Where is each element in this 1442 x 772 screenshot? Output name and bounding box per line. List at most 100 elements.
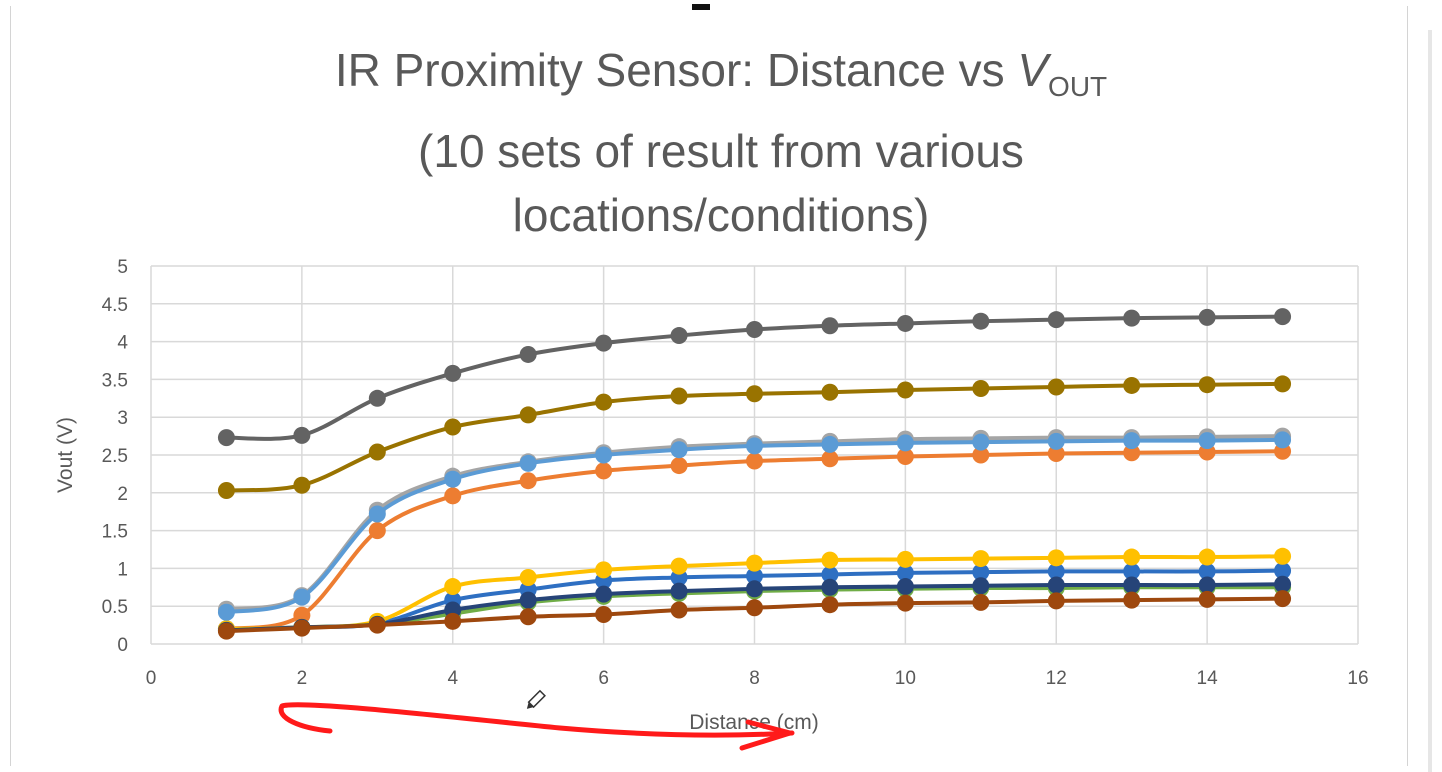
y-tick-label: 3 <box>117 408 128 429</box>
data-point <box>1274 431 1292 449</box>
data-point <box>972 593 990 611</box>
data-point <box>519 568 537 586</box>
data-point <box>670 441 688 459</box>
x-tick-label: 0 <box>146 668 157 689</box>
data-point <box>293 426 311 444</box>
data-point <box>217 603 235 621</box>
x-tick-label: 10 <box>895 668 916 689</box>
data-point <box>1274 308 1292 326</box>
data-point <box>972 312 990 330</box>
y-tick-label: 4.5 <box>102 295 128 316</box>
data-point <box>1274 375 1292 393</box>
data-point <box>896 434 914 452</box>
x-tick-label: 12 <box>1046 668 1067 689</box>
data-point <box>821 551 839 569</box>
annotation-arrowhead <box>739 719 793 751</box>
data-point <box>972 563 990 581</box>
data-point <box>368 616 386 634</box>
x-tick-label: 14 <box>1197 668 1219 689</box>
data-point <box>896 448 914 466</box>
data-point <box>746 385 763 403</box>
x-tick-label: 6 <box>598 668 609 689</box>
data-point <box>444 470 462 488</box>
data-point <box>217 482 235 500</box>
data-point <box>972 433 990 451</box>
x-tick-label: 2 <box>297 668 308 689</box>
data-point <box>1198 376 1216 394</box>
data-point <box>896 578 914 596</box>
pencil-cursor-icon <box>526 689 546 709</box>
data-point <box>1123 376 1141 394</box>
data-point <box>821 565 839 583</box>
data-point <box>821 596 839 614</box>
data-point <box>896 594 914 612</box>
data-point <box>972 577 990 595</box>
data-point <box>1198 590 1216 608</box>
data-point <box>821 435 839 453</box>
data-point <box>1047 592 1065 610</box>
y-tick-label: 0.5 <box>102 597 128 618</box>
data-point <box>1274 590 1292 608</box>
data-point <box>444 578 462 596</box>
data-point <box>821 317 839 335</box>
data-point <box>293 619 311 637</box>
data-point <box>1274 547 1292 565</box>
x-tick-label: 4 <box>447 668 458 689</box>
y-tick-label: 2.5 <box>102 446 128 467</box>
series-5 <box>217 431 1292 621</box>
data-point <box>1047 378 1065 396</box>
red-arrow-annotation <box>278 702 795 751</box>
data-point <box>896 314 914 332</box>
chart-title: IR Proximity Sensor: Distance vs VOUT (1… <box>0 38 1442 247</box>
data-point <box>1198 432 1216 450</box>
data-point <box>821 383 839 401</box>
data-point <box>595 393 613 411</box>
data-point <box>746 437 763 455</box>
data-point <box>293 588 311 606</box>
data-point <box>519 591 537 609</box>
data-point <box>896 381 914 399</box>
data-point <box>1047 311 1065 329</box>
chart-title-line-1: IR Proximity Sensor: Distance vs VOUT <box>0 38 1442 119</box>
data-point <box>368 443 386 461</box>
y-tick-label: 1 <box>117 559 128 580</box>
data-point <box>1047 576 1065 594</box>
data-point <box>1123 576 1141 594</box>
data-point <box>670 557 688 575</box>
data-point <box>821 450 839 468</box>
data-point <box>217 429 235 447</box>
data-point <box>972 550 990 568</box>
y-tick-label: 0 <box>117 635 128 656</box>
data-point <box>444 487 462 505</box>
data-point <box>1198 576 1216 594</box>
data-point <box>444 612 462 630</box>
chart-title-subscript: OUT <box>1048 71 1108 102</box>
data-point <box>746 599 763 617</box>
axes: 0 2 4 6 8 10 12 14 16 0 0.5 1 1.5 2 2.5 3 3.5 4 4.5 5 <box>102 257 1369 689</box>
slide-frame <box>10 6 1408 766</box>
data-point <box>595 446 613 464</box>
data-point <box>519 608 537 626</box>
y-axis-label: Vout (V) <box>54 417 77 493</box>
data-point <box>595 606 613 624</box>
data-point <box>1198 548 1216 566</box>
data-point <box>217 622 235 640</box>
data-point <box>1123 444 1141 462</box>
data-point <box>1123 562 1141 580</box>
data-point <box>670 387 688 405</box>
data-point <box>595 561 613 579</box>
x-tick-label: 16 <box>1347 668 1368 689</box>
data-point <box>670 327 688 345</box>
data-point <box>670 582 688 600</box>
chart-title-variable: V <box>1017 44 1049 96</box>
series-group <box>217 308 1292 640</box>
top-marker <box>692 4 710 10</box>
data-point <box>595 585 613 603</box>
data-point <box>896 564 914 582</box>
data-point <box>519 406 537 424</box>
data-point <box>1198 562 1216 580</box>
chart-title-line-3: locations/conditions) <box>512 189 930 241</box>
data-point <box>972 379 990 397</box>
series-9 <box>217 308 1292 447</box>
y-tick-label: 3.5 <box>102 370 128 391</box>
